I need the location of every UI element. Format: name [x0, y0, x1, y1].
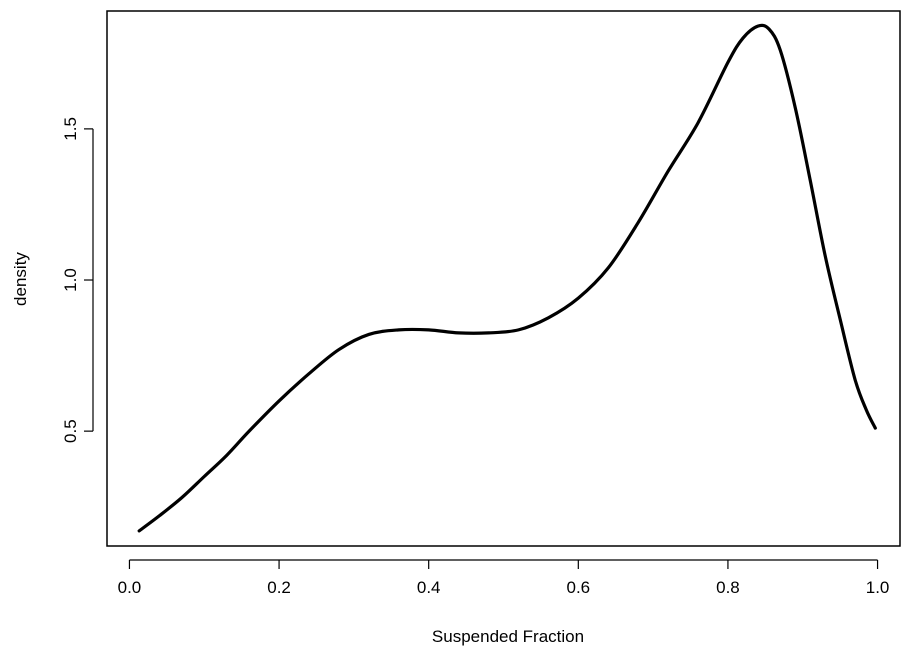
x-tick-label: 0.6 — [566, 578, 590, 597]
x-tick-label: 0.8 — [716, 578, 740, 597]
x-axis: 0.0 0.2 0.4 0.6 0.8 1.0 — [118, 559, 890, 597]
y-tick-label: 0.5 — [61, 419, 80, 443]
x-tick-label: 0.4 — [417, 578, 441, 597]
x-tick-label: 1.0 — [866, 578, 890, 597]
plot-frame — [106, 10, 901, 547]
y-tick-label: 1.5 — [61, 117, 80, 141]
y-axis-title: density — [11, 252, 30, 306]
x-axis-title: Suspended Fraction — [432, 627, 584, 646]
x-tick-label: 0.2 — [267, 578, 291, 597]
y-axis: 0.5 1.0 1.5 — [61, 117, 94, 443]
series-layer — [137, 23, 877, 533]
x-tick-label: 0.0 — [118, 578, 142, 597]
y-tick-label: 1.0 — [61, 268, 80, 292]
density-curve — [137, 23, 877, 533]
